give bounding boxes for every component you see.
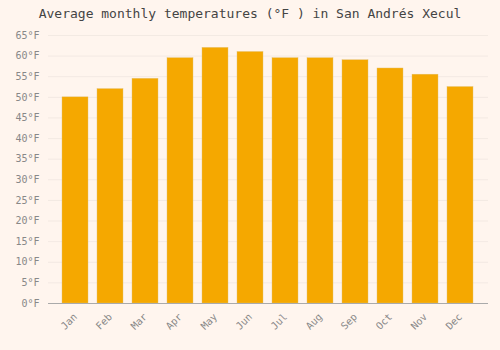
svg-text:20°F: 20°F xyxy=(15,215,39,226)
svg-text:0°F: 0°F xyxy=(21,298,39,309)
svg-text:65°F: 65°F xyxy=(15,30,39,41)
svg-text:May: May xyxy=(199,311,220,332)
svg-text:40°F: 40°F xyxy=(15,133,39,144)
svg-text:15°F: 15°F xyxy=(15,236,39,247)
svg-text:Jun: Jun xyxy=(234,311,255,332)
svg-text:45°F: 45°F xyxy=(15,112,39,123)
svg-text:60°F: 60°F xyxy=(15,50,39,61)
svg-text:Dec: Dec xyxy=(444,311,465,332)
svg-text:Aug: Aug xyxy=(304,311,325,332)
html-text:Average monthly temperatures (: Average monthly temperatures (°F ) in Sa… xyxy=(38,6,462,21)
svg-text:Feb: Feb xyxy=(94,311,115,332)
svg-text:Apr: Apr xyxy=(164,311,185,332)
svg-text:Mar: Mar xyxy=(129,311,150,332)
svg-text:5°F: 5°F xyxy=(21,277,39,288)
svg-text:Jan: Jan xyxy=(59,311,80,332)
svg-text:35°F: 35°F xyxy=(15,153,39,164)
svg-text:Nov: Nov xyxy=(409,311,430,332)
svg-text:55°F: 55°F xyxy=(15,71,39,82)
svg-text:25°F: 25°F xyxy=(15,195,39,206)
svg-text:30°F: 30°F xyxy=(15,174,39,185)
svg-text:Sep: Sep xyxy=(339,311,360,332)
svg-text:Oct: Oct xyxy=(374,311,395,332)
svg-text:Jul: Jul xyxy=(269,311,290,332)
svg-text:50°F: 50°F xyxy=(15,92,39,103)
svg-text:10°F: 10°F xyxy=(15,256,39,267)
